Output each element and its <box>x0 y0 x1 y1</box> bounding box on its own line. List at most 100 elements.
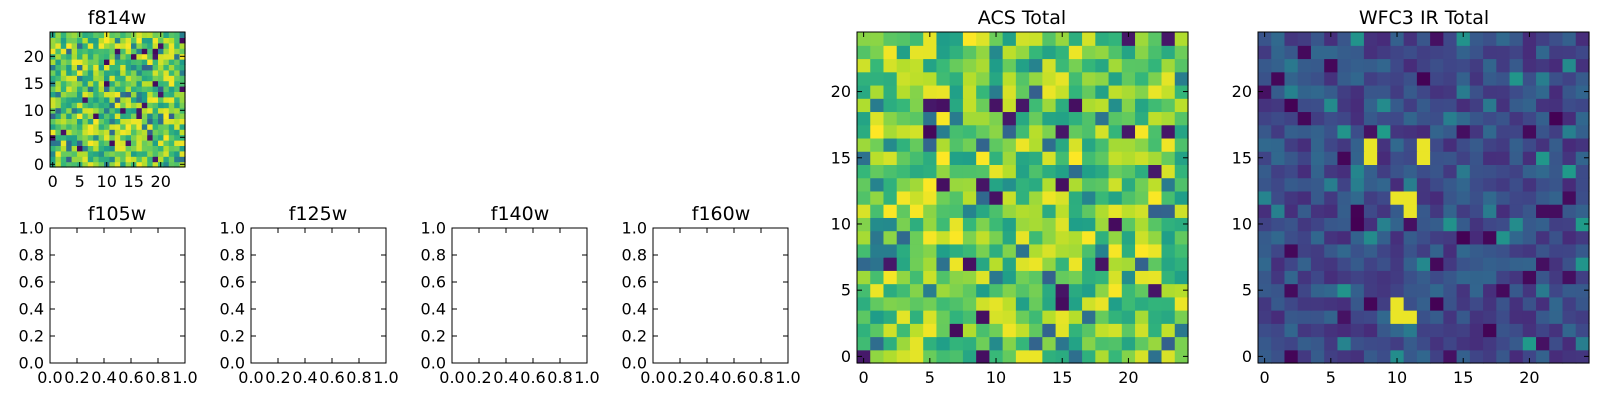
heatmap-cell <box>1068 336 1083 351</box>
heatmap-cell <box>1174 151 1189 165</box>
heatmap-cell <box>1068 151 1083 165</box>
heatmap-cell <box>141 145 148 152</box>
axis-ticks: 0.0 0.2 0.4 0.6 0.8 1.00.00.20.40.60.81.0 <box>421 219 600 388</box>
heatmap-cell <box>936 190 951 205</box>
heatmap-cell <box>179 32 186 38</box>
heatmap-cell <box>1271 137 1286 152</box>
heatmap-cell <box>870 257 885 271</box>
heatmap-cell <box>141 161 148 168</box>
heatmap-cell <box>1575 151 1590 165</box>
heatmap-cell <box>136 59 143 65</box>
heatmap-cell <box>1456 270 1471 285</box>
heatmap-cell <box>147 37 154 44</box>
heatmap-cell <box>109 118 116 125</box>
heatmap-cell <box>93 42 100 49</box>
heatmap-cell <box>174 156 181 163</box>
heatmap-cell <box>870 336 885 351</box>
y-tick-label: 0.2 <box>220 327 245 346</box>
heatmap-cell <box>1496 137 1511 152</box>
heatmap-cell <box>1549 217 1564 232</box>
y-tick-label: 20 <box>24 47 44 66</box>
heatmap-cell <box>1148 323 1163 338</box>
heatmap-cell <box>1363 164 1378 179</box>
heatmap-cell <box>1575 283 1590 298</box>
heatmap-cell <box>1337 71 1352 86</box>
heatmap-cell <box>1042 190 1057 205</box>
heatmap-cell <box>1121 323 1136 338</box>
heatmap-cell <box>87 59 94 65</box>
heatmap-cell <box>1509 71 1524 86</box>
heatmap-cell <box>1121 177 1136 192</box>
heatmap-cell <box>55 86 62 92</box>
heatmap-cell <box>909 230 924 245</box>
heatmap-cell <box>1403 111 1418 126</box>
y-tick-label: 0.2 <box>622 327 647 346</box>
heatmap-cell <box>1002 243 1017 258</box>
heatmap-cell <box>989 230 1004 245</box>
heatmap-cell <box>1575 137 1590 152</box>
heatmap-cell <box>1575 310 1590 324</box>
heatmap-cell <box>1496 349 1511 364</box>
heatmap-cell <box>1483 217 1497 232</box>
heatmap-cell <box>1536 137 1550 152</box>
heatmap-cell <box>1297 124 1312 139</box>
heatmap-cell <box>1148 151 1163 165</box>
heatmap-cell <box>870 98 885 113</box>
heatmap-cell <box>1430 230 1444 245</box>
heatmap-cell <box>147 48 154 55</box>
heatmap-cell <box>1350 310 1365 324</box>
heatmap-cell <box>857 257 871 271</box>
heatmap-cell <box>1258 270 1272 285</box>
y-tick-label: 0.4 <box>19 300 44 319</box>
heatmap-cell <box>147 161 154 168</box>
heatmap-cell <box>82 161 89 168</box>
x-tick-label: 0.6 <box>118 368 143 387</box>
heatmap-cell <box>179 145 186 152</box>
heatmap-cell <box>131 107 137 114</box>
heatmap-cell <box>168 134 175 141</box>
panel-title: f814w <box>88 7 147 29</box>
heatmap-cell <box>1284 323 1299 338</box>
y-tick-label: 0 <box>34 155 44 174</box>
heatmap-cell <box>87 64 94 71</box>
heatmap-cell <box>98 140 105 146</box>
heatmap-cell <box>857 310 871 324</box>
panel-title: f125w <box>289 203 348 225</box>
heatmap-cell <box>55 156 62 163</box>
heatmap-cell <box>909 349 924 364</box>
heatmap-cell <box>98 53 105 60</box>
heatmap-cell <box>77 156 83 163</box>
heatmap-cell <box>1562 98 1577 113</box>
heatmap-cell <box>1082 323 1096 338</box>
heatmap-cell <box>147 80 154 87</box>
heatmap-cell <box>1469 323 1484 338</box>
heatmap-cell <box>1443 164 1458 179</box>
heatmap-cell <box>1443 217 1458 232</box>
heatmap-cell <box>923 177 938 192</box>
heatmap-cell <box>1148 257 1163 271</box>
heatmap-cell <box>1161 151 1176 165</box>
heatmap-cell <box>1549 257 1564 271</box>
heatmap-cell <box>1350 32 1365 46</box>
heatmap-cell <box>1161 177 1176 192</box>
heatmap-cell <box>883 151 898 165</box>
heatmap-cell <box>125 75 132 82</box>
heatmap-cell <box>1562 164 1577 179</box>
y-tick-label: 0.2 <box>421 327 446 346</box>
heatmap-cell <box>71 48 78 55</box>
heatmap-cell <box>50 69 56 76</box>
heatmap-cell <box>1575 190 1590 205</box>
heatmap-cell <box>87 91 94 98</box>
heatmap-cell <box>82 134 89 141</box>
heatmap-cell <box>1082 137 1096 152</box>
heatmap-cell <box>949 151 964 165</box>
heatmap-cell <box>949 164 964 179</box>
heatmap-cell <box>1108 111 1123 126</box>
heatmap-cell <box>141 140 148 146</box>
heatmap-cell <box>1337 177 1352 192</box>
heatmap-cell <box>87 118 94 125</box>
heatmap-cell <box>136 113 143 119</box>
x-tick-label: 5 <box>75 172 85 191</box>
heatmap-cell <box>949 111 964 126</box>
